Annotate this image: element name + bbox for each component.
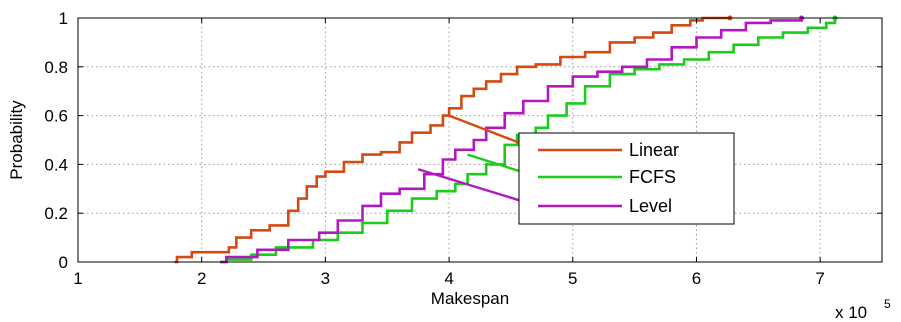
y-tick-label: 1 — [59, 9, 68, 28]
y-tick-label: 0 — [59, 253, 68, 272]
x-tick-label: 7 — [815, 269, 824, 288]
y-tick-label: 0.4 — [44, 155, 68, 174]
y-tick-label: 0.6 — [44, 107, 68, 126]
x-axis-multiplier: x 10 — [835, 303, 867, 322]
legend-box — [518, 132, 735, 225]
x-tick-label: 4 — [444, 269, 453, 288]
series-line-linear — [174, 16, 730, 264]
legend-leader-level — [417, 168, 539, 208]
x-tick-label: 2 — [197, 269, 206, 288]
y-tick-label: 0.2 — [44, 204, 68, 223]
plot-frame — [77, 17, 883, 263]
x-tick-label: 1 — [73, 269, 82, 288]
y-axis-label: Probability — [7, 100, 26, 180]
x-tick-label: 5 — [568, 269, 577, 288]
x-tick-label: 6 — [692, 269, 701, 288]
legend-label-fcfs: FCFS — [629, 167, 676, 187]
legend-label-level: Level — [629, 196, 672, 216]
x-axis-label: Makespan — [431, 289, 509, 308]
y-tick-label: 0.8 — [44, 58, 68, 77]
axis-ticks: 1 2 3 4 5 6 7 0 0.2 0.4 0.6 0.8 1 — [44, 9, 882, 288]
x-tick-label: 3 — [321, 269, 330, 288]
x-axis-multiplier-exponent: 5 — [884, 297, 891, 311]
legend: Linear FCFS Level — [518, 132, 735, 225]
series-line-level — [220, 18, 803, 264]
legend-label-linear: Linear — [629, 140, 679, 160]
